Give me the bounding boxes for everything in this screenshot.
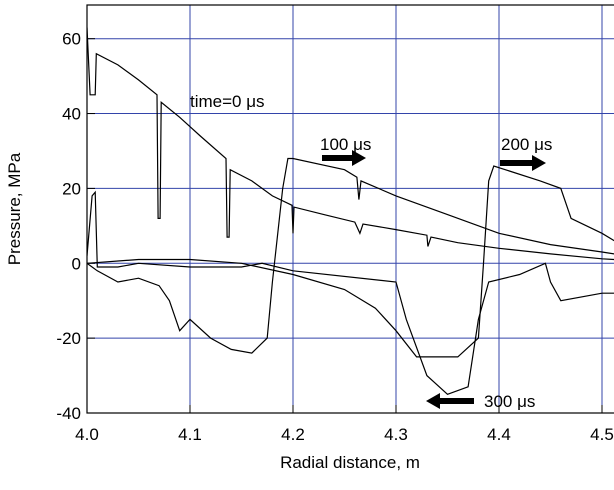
series-label: 100 μs	[320, 135, 371, 154]
x-tick-label: 4.4	[487, 425, 511, 444]
series-label: 300 μs	[484, 392, 535, 411]
series-line	[87, 157, 614, 354]
series-line	[87, 165, 614, 358]
series-label: time=0 μs	[190, 92, 265, 111]
arrows	[322, 150, 546, 409]
y-axis-label: Pressure, MPa	[5, 152, 24, 265]
x-tick-label: 4.3	[384, 425, 408, 444]
plot-lines	[87, 27, 614, 395]
x-axis-label: Radial distance, m	[280, 453, 420, 472]
series-line	[87, 190, 614, 395]
x-tick-label: 4.0	[75, 425, 99, 444]
y-tick-label: 20	[62, 179, 81, 198]
arrow	[426, 393, 474, 409]
plot-frame	[86, 4, 614, 414]
grid	[86, 5, 614, 414]
series-label: 200 μs	[501, 135, 552, 154]
y-tick-label: -40	[56, 404, 81, 423]
y-tick-label: 60	[62, 30, 81, 49]
arrow	[500, 155, 546, 171]
x-tick-label: 4.1	[178, 425, 202, 444]
y-tick-label: -20	[56, 329, 81, 348]
x-tick-label: 4.2	[281, 425, 305, 444]
arrow	[322, 150, 366, 166]
y-tick-label: 40	[62, 105, 81, 124]
y-tick-label: 0	[72, 254, 81, 273]
series-line	[87, 27, 614, 261]
x-tick-label: 4.5	[590, 425, 614, 444]
